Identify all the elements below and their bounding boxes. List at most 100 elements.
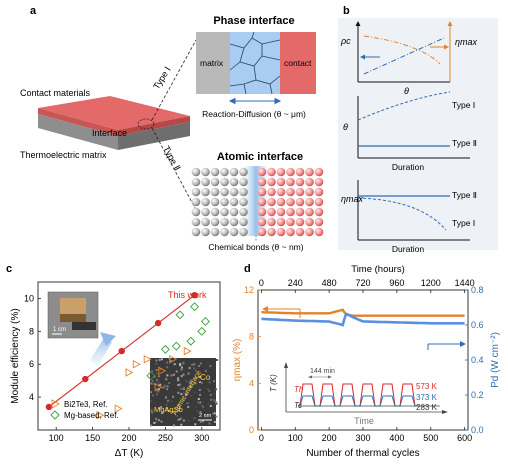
atom-contact [276, 177, 286, 187]
d-xtick-label: 600 [457, 433, 472, 443]
atom-contact [257, 177, 267, 187]
atom-matrix [191, 227, 201, 237]
atom-contact [295, 207, 305, 217]
atom-contact [257, 227, 267, 237]
atom-contact [286, 187, 295, 197]
atom-matrix [191, 207, 201, 217]
inset-tc-label: Tc [294, 401, 302, 410]
d-y2tick-label: 0.2 [471, 390, 484, 400]
atom-contact [286, 197, 295, 207]
type1-label: Type Ⅰ [151, 65, 173, 91]
c-xtick-label: 250 [158, 433, 173, 443]
panel-d-ylabel: ηmax (%) [232, 339, 243, 382]
atom-contact [305, 177, 314, 187]
atom-contact [276, 207, 286, 217]
legend-mg-marker [50, 410, 60, 420]
panel-d-label: d [244, 263, 251, 275]
d-ytick-label: 12 [244, 285, 254, 295]
panel-b-plot2: θ Type Ⅰ Type Ⅱ Duration [343, 91, 477, 172]
c-ytick-label: 8 [29, 326, 34, 336]
atom-matrix [201, 187, 210, 197]
d-xtick-label: 0 [259, 433, 264, 443]
c-xtick-label: 300 [194, 433, 209, 443]
eta-max-b3-label: ηmax [341, 194, 363, 204]
atom-contact [267, 167, 276, 177]
atom-contact [305, 187, 314, 197]
interface-label: Interface [92, 128, 127, 138]
atom-contact [276, 167, 286, 177]
bi2te3-point [158, 366, 167, 376]
b3-type1-label: Type Ⅰ [452, 218, 475, 228]
inset-cold-label: 283 K [416, 403, 438, 412]
atom-matrix [201, 177, 210, 187]
type2-label: Type Ⅱ [161, 144, 182, 172]
atom-matrix [229, 167, 239, 177]
atom-matrix [210, 167, 220, 177]
atom-matrix [220, 197, 229, 207]
atom-contact [295, 197, 305, 207]
tem-co-label: Co [200, 373, 211, 382]
atom-matrix [239, 207, 248, 217]
thermal-cycle-inset: T (K) Th Tc 144 min 573 K 373 K 283 K Ti… [269, 362, 448, 426]
atom-contact [295, 187, 305, 197]
panel-a: a Contact materials Interface Thermoelec… [20, 5, 324, 252]
b2-type2-label: Type Ⅱ [452, 138, 477, 148]
atom-contact [286, 167, 295, 177]
inset-time-label: Time [354, 416, 374, 426]
atom-matrix [201, 197, 210, 207]
d-ytick-label: 0 [249, 425, 254, 435]
atom-matrix [191, 167, 201, 177]
atom-matrix [210, 227, 220, 237]
b3-type2-label: Type Ⅱ [452, 190, 477, 200]
this-work-point [82, 375, 89, 383]
atom-matrix [229, 187, 239, 197]
atom-matrix [201, 167, 210, 177]
inset-th-label: Th [294, 385, 304, 394]
atom-matrix [210, 187, 220, 197]
atomic-interface-title: Atomic interface [217, 151, 303, 163]
b2-duration-label: Duration [392, 162, 424, 172]
d-xtick-label: 200 [322, 433, 337, 443]
c-ytick-label: 4 [29, 392, 34, 402]
atom-contact [295, 217, 305, 227]
atom-contact [305, 167, 314, 177]
mg-based-point [171, 341, 181, 351]
panel-d-y2label: Pd (W cm⁻²) [490, 332, 501, 388]
phase-interface-diagram [196, 31, 316, 95]
atom-matrix [239, 177, 248, 187]
this-work-point [191, 291, 198, 299]
panel-b-plot1: ρc ηmax θ [340, 21, 477, 96]
atom-matrix [210, 207, 220, 217]
c-ytick-label: 10 [24, 293, 34, 303]
atom-matrix [210, 197, 220, 207]
mg-based-point [201, 317, 210, 326]
bi2te3-point [154, 382, 163, 392]
d-y2tick-label: 0.0 [471, 425, 484, 435]
atom-matrix [201, 217, 210, 227]
atom-contact [276, 217, 286, 227]
panel-b-plot3: ηmax Type Ⅱ Type Ⅰ Duration [341, 180, 477, 254]
panel-c-legend: Bi2Te3, Ref. Mg-based, Ref. [50, 399, 119, 420]
atom-matrix [229, 217, 239, 227]
legend-bi2te3-marker [51, 399, 60, 409]
atom-matrix [239, 227, 248, 237]
d-x2tick-label: 480 [322, 278, 337, 288]
inset-t-label: T (K) [269, 374, 278, 392]
atom-contact [267, 207, 276, 217]
atom-contact [314, 217, 324, 227]
d-x2tick-label: 1440 [455, 278, 475, 288]
bi2te3-point [96, 410, 105, 420]
atom-grid [191, 167, 324, 237]
theta-xlabel: θ [404, 86, 409, 96]
atom-contact [305, 217, 314, 227]
panel-c-xlabel: ΔT (K) [115, 448, 144, 459]
pd-series [261, 312, 465, 327]
atom-contact [295, 227, 305, 237]
d-xtick-label: 500 [423, 433, 438, 443]
tem-scale-label: 2 nm [199, 413, 212, 419]
d-x2tick-label: 240 [288, 278, 303, 288]
mg-based-point [197, 326, 207, 336]
panel-d-xlabel: Number of thermal cycles [306, 448, 419, 459]
d-xtick-label: 400 [389, 433, 404, 443]
panel-b: b ρc ηmax θ θ Type Ⅰ Type Ⅱ [338, 5, 498, 254]
